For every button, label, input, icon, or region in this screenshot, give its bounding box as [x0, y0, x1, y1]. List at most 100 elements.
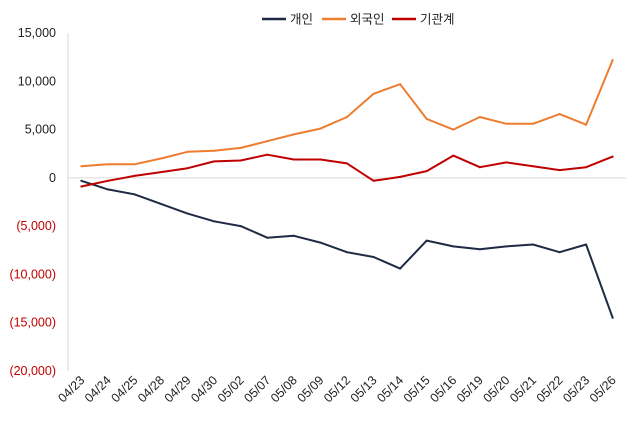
x-tick-label: 05/09	[295, 373, 327, 405]
x-tick-label: 05/21	[507, 373, 539, 405]
x-tick-label: 05/15	[401, 373, 433, 405]
y-tick-label: (5,000)	[16, 219, 56, 233]
x-tick-label: 04/24	[82, 373, 114, 405]
data-point	[133, 193, 136, 196]
data-point	[585, 123, 588, 126]
data-point	[452, 154, 455, 157]
x-tick-label: 04/30	[188, 373, 220, 405]
data-point	[558, 169, 561, 172]
data-point	[319, 241, 322, 244]
data-point	[558, 251, 561, 254]
y-tick-label: (10,000)	[9, 267, 56, 281]
data-point	[532, 165, 534, 168]
x-tick-label: 05/26	[587, 373, 619, 405]
x-tick-label: 05/23	[560, 373, 592, 405]
data-point	[372, 179, 375, 182]
data-point	[585, 166, 588, 169]
legend-item: 기관계	[392, 13, 455, 27]
data-point	[186, 167, 189, 170]
data-point	[80, 179, 83, 182]
data-point	[319, 127, 322, 130]
x-tick-label: 05/02	[215, 373, 247, 405]
x-tick-label: 04/28	[135, 373, 167, 405]
legend-label: 기관계	[420, 13, 455, 27]
data-point	[478, 248, 481, 251]
legend-item: 개인	[262, 13, 313, 27]
data-point	[239, 159, 242, 162]
data-point	[186, 150, 189, 153]
data-point	[372, 256, 375, 259]
legend-label: 개인	[290, 13, 313, 27]
data-point	[425, 170, 428, 173]
x-tick-label: 05/22	[534, 373, 566, 405]
data-point	[505, 161, 508, 164]
data-point	[133, 163, 136, 166]
data-point	[266, 236, 269, 239]
x-tick-label: 05/12	[321, 373, 353, 405]
x-tick-label: 05/07	[241, 373, 273, 405]
data-point	[80, 165, 83, 168]
data-point	[266, 153, 269, 156]
data-point	[160, 202, 162, 205]
series-3	[80, 153, 614, 188]
data-point	[532, 243, 534, 246]
y-tick-label: 0	[49, 171, 56, 185]
data-point	[425, 117, 428, 120]
data-point	[372, 92, 375, 95]
data-point	[106, 188, 109, 191]
x-tick-label: 05/16	[427, 373, 459, 405]
data-point	[239, 146, 242, 149]
data-point	[452, 128, 455, 131]
y-tick-label: 15,000	[18, 26, 56, 40]
data-point	[452, 245, 455, 248]
data-point	[160, 171, 162, 174]
data-point	[106, 163, 109, 166]
data-point	[532, 122, 534, 125]
data-point	[80, 185, 83, 188]
legend-item: 외국인	[322, 13, 385, 27]
data-point	[213, 160, 216, 163]
data-point	[133, 174, 136, 177]
data-point	[399, 267, 402, 270]
series-lines	[80, 59, 614, 319]
data-point	[319, 158, 322, 161]
y-tick-label: 10,000	[18, 74, 56, 88]
x-tick-label: 05/19	[454, 373, 486, 405]
data-point	[266, 140, 269, 143]
data-point	[213, 149, 216, 152]
data-point	[346, 116, 348, 119]
data-point	[478, 116, 481, 119]
y-tick-label: (20,000)	[9, 364, 56, 378]
data-point	[292, 158, 295, 161]
data-point	[239, 225, 242, 228]
data-point	[292, 133, 295, 136]
data-point	[399, 175, 402, 178]
data-point	[505, 122, 508, 125]
x-tick-label: 04/23	[55, 373, 87, 405]
legend-label: 외국인	[350, 13, 385, 27]
x-tick-label: 04/29	[162, 373, 194, 405]
data-point	[425, 239, 428, 242]
series-line	[80, 179, 614, 319]
series-1	[80, 179, 614, 319]
x-tick-label: 05/14	[374, 373, 406, 405]
data-point	[106, 179, 109, 182]
x-axis: 04/2304/2404/2504/2804/2904/3005/0205/07…	[55, 373, 618, 405]
data-point	[346, 162, 348, 165]
data-point	[611, 155, 614, 158]
series-2	[80, 59, 614, 168]
legend: 개인 외국인 기관계	[262, 13, 455, 27]
x-tick-label: 05/20	[481, 373, 513, 405]
data-point	[213, 220, 216, 223]
x-tick-label: 05/13	[348, 373, 380, 405]
data-point	[478, 166, 481, 169]
y-tick-label: (15,000)	[9, 316, 56, 330]
data-point	[186, 212, 189, 215]
data-point	[346, 251, 348, 254]
x-tick-label: 05/08	[268, 373, 300, 405]
series-line	[81, 59, 614, 168]
data-point	[558, 113, 561, 116]
data-point	[505, 245, 508, 248]
x-tick-label: 04/25	[109, 373, 141, 405]
